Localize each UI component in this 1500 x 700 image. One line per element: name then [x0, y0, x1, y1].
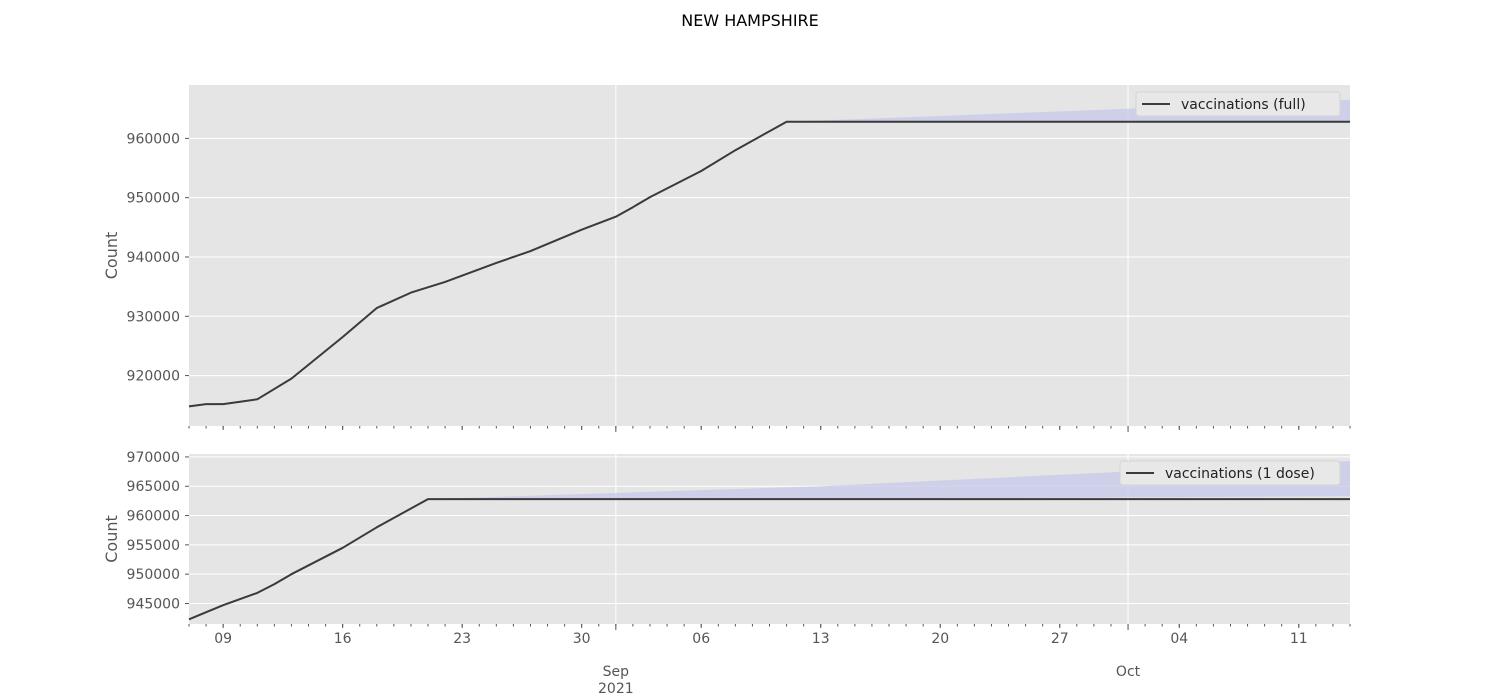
legend-box [1119, 460, 1341, 486]
y-tick-label: 930000 [127, 309, 180, 325]
x-major-tick-sublabel: 2021 [598, 681, 634, 697]
x-tick-label: 09 [214, 631, 232, 647]
x-tick-label: 13 [812, 631, 830, 647]
panel-one-dose-vaccinations: 945000 950000 955000 960000 965000 970000 09 16… [102, 450, 1351, 697]
plot-area [189, 85, 1350, 426]
y-tick-label: 920000 [127, 369, 180, 385]
legend-label: vaccinations (1 dose) [1165, 466, 1315, 482]
panel-full-vaccinations: 920000 930000 940000 950000 960000 Count vacci… [102, 85, 1351, 432]
y-tick-label: 960000 [127, 131, 180, 147]
x-tick-label: 16 [334, 631, 352, 647]
y-tick-label: 960000 [127, 509, 180, 525]
y-axis-label: Count [102, 515, 121, 563]
x-major-tick-label: Sep [603, 664, 630, 680]
x-tick-label: 06 [692, 631, 710, 647]
y-axis-label: Count [102, 232, 121, 280]
y-tick-label: 940000 [127, 250, 180, 266]
x-major-tick-label: Oct [1116, 664, 1141, 680]
legend-box [1135, 91, 1341, 117]
x-tick-label: 30 [573, 631, 591, 647]
legend-label: vaccinations (full) [1181, 97, 1306, 113]
figure-title: NEW HAMPSHIRE [681, 11, 819, 30]
y-tick-label: 970000 [127, 450, 180, 466]
x-tick-label: 23 [453, 631, 471, 647]
x-tick-label: 20 [931, 631, 949, 647]
y-tick-label: 965000 [127, 479, 180, 495]
x-tick-label: 11 [1290, 631, 1308, 647]
x-tick-label: 27 [1051, 631, 1069, 647]
y-tick-label: 950000 [127, 567, 180, 583]
forecast-band [428, 461, 1350, 500]
x-tick-label: 04 [1170, 631, 1188, 647]
series-line [188, 498, 1350, 621]
y-tick-label: 945000 [127, 596, 180, 612]
y-tick-label: 950000 [127, 191, 180, 207]
series-line [188, 120, 1350, 408]
y-tick-label: 955000 [127, 538, 180, 554]
